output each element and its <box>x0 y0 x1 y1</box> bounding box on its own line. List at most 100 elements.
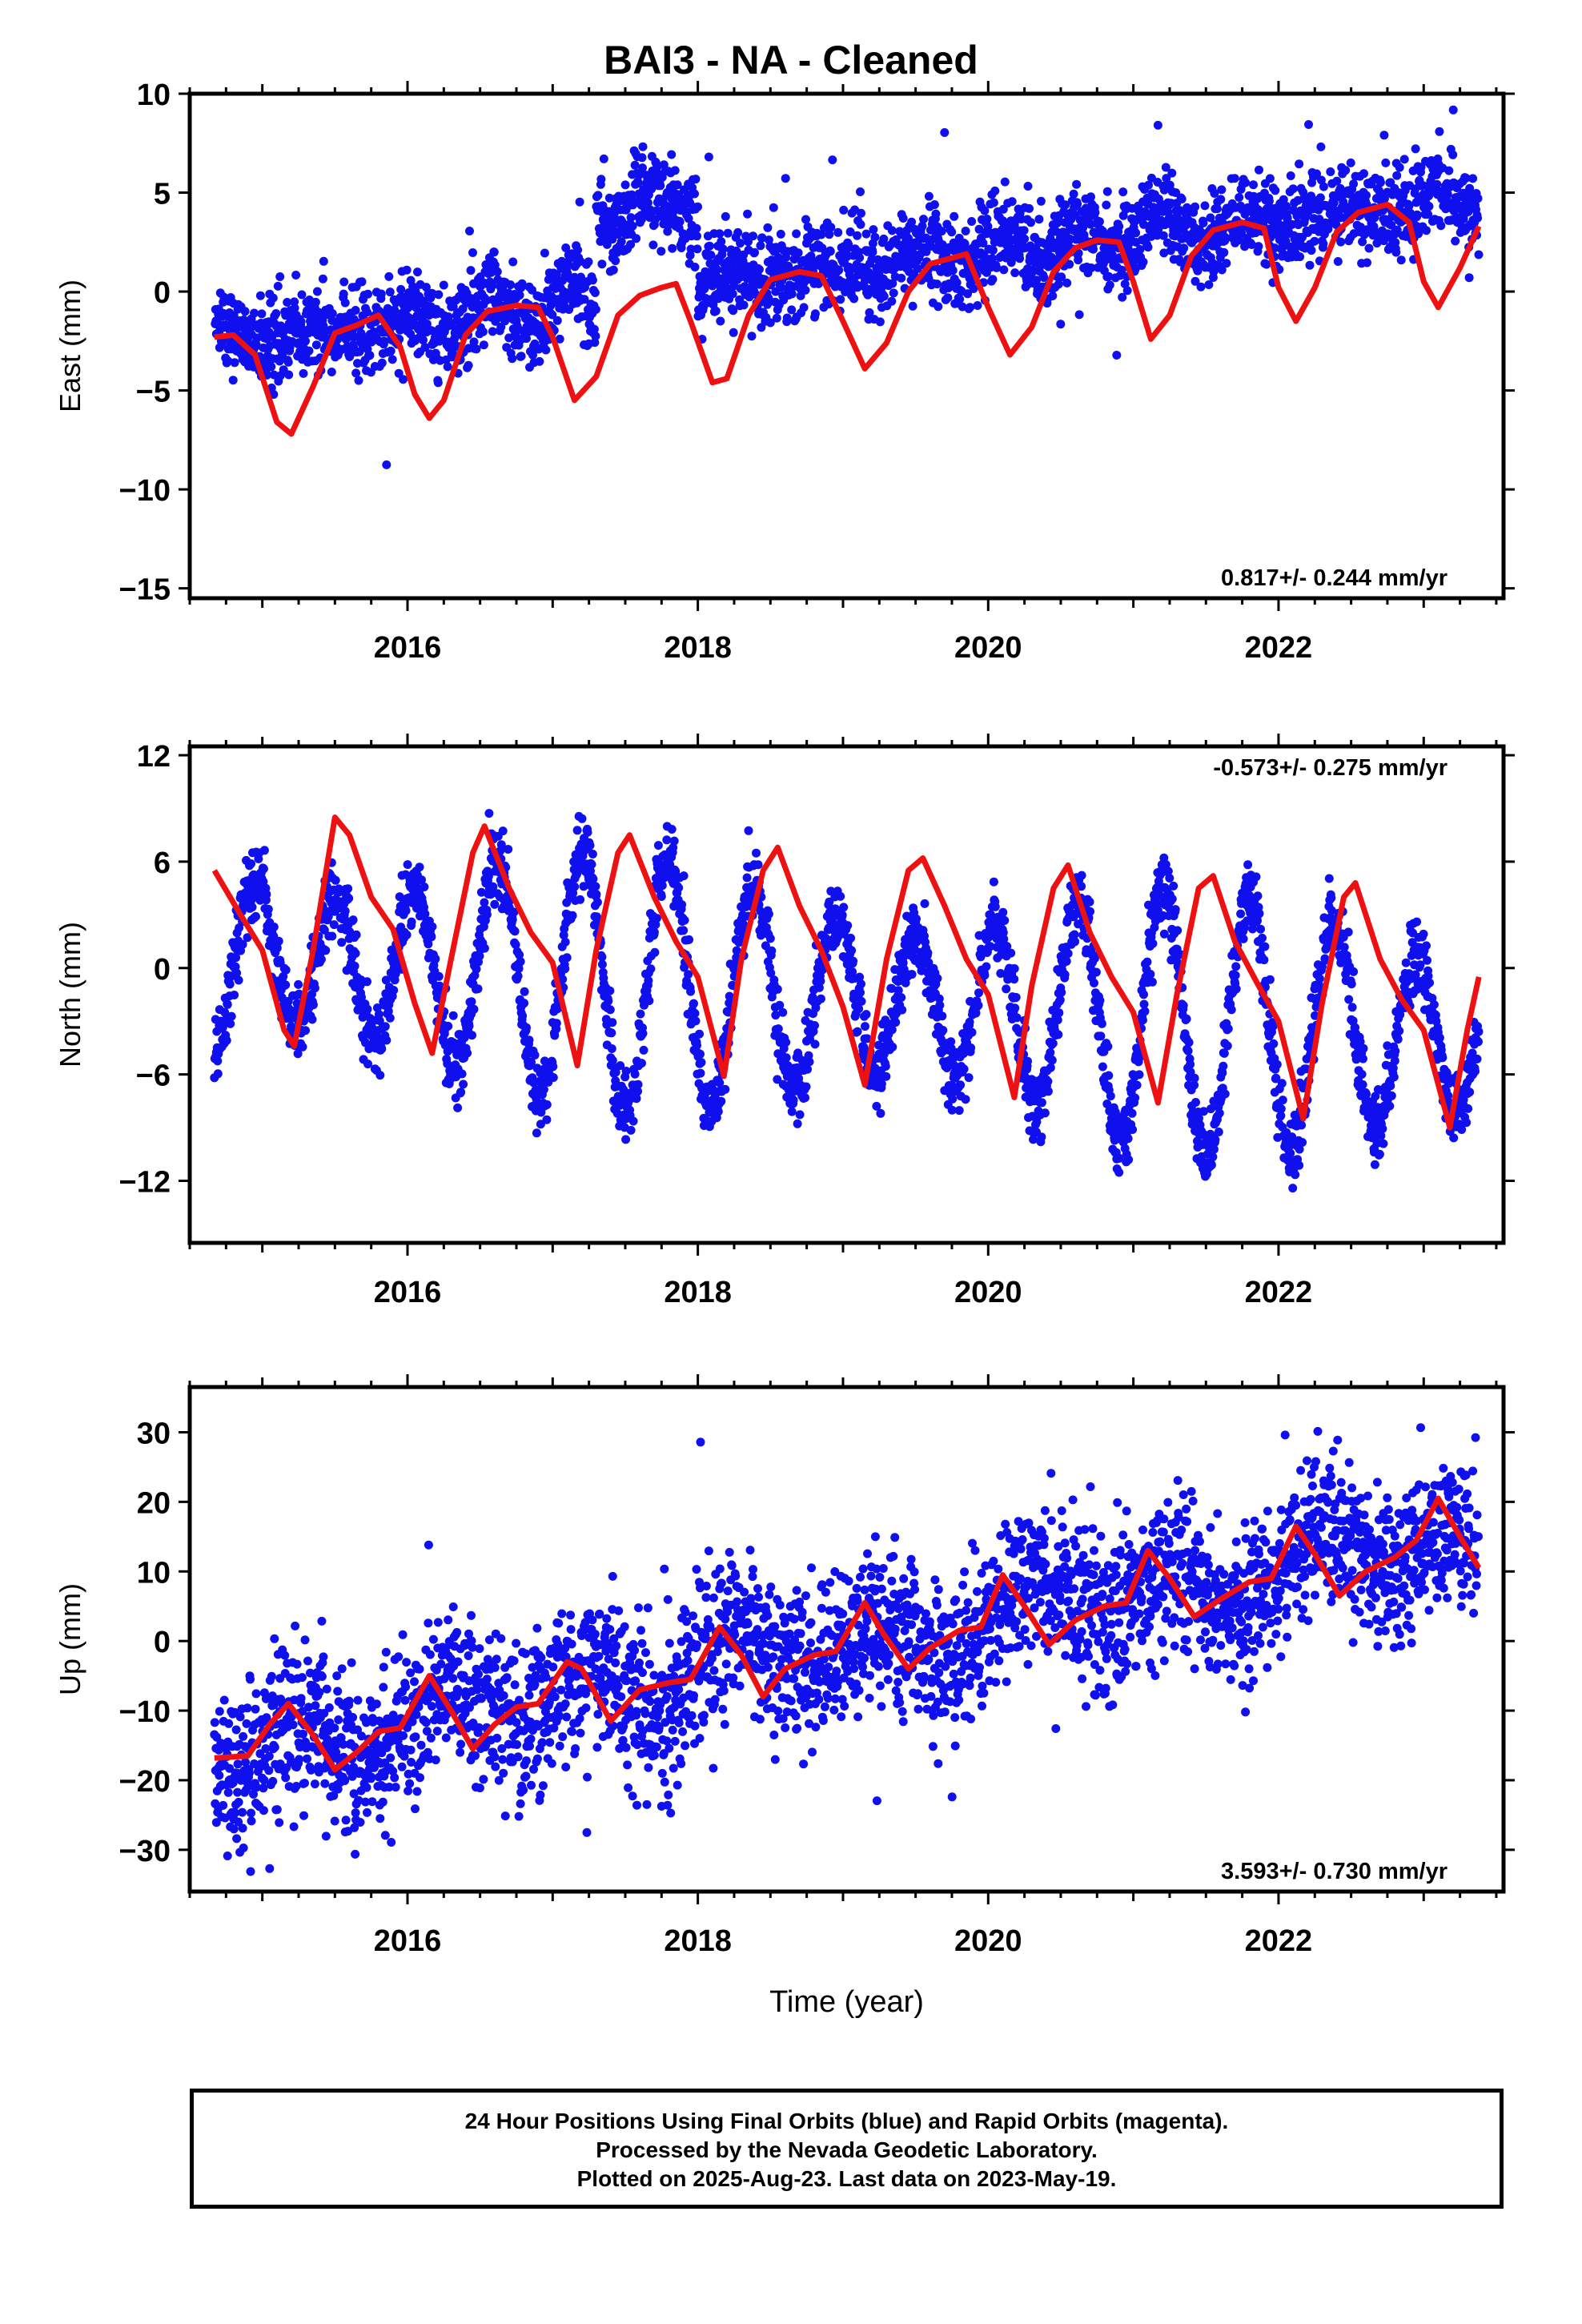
data-point <box>528 285 536 295</box>
data-point <box>718 244 728 254</box>
data-point <box>343 884 353 894</box>
data-point <box>920 899 930 908</box>
data-point <box>434 290 444 300</box>
data-point <box>956 1080 966 1090</box>
data-point <box>616 237 626 247</box>
data-point <box>782 313 792 323</box>
data-point <box>597 259 607 269</box>
data-point <box>652 914 661 923</box>
data-point <box>897 273 906 283</box>
data-point <box>310 983 319 993</box>
data-point <box>633 179 643 188</box>
data-point <box>717 1096 726 1106</box>
data-point <box>978 239 988 247</box>
data-point <box>855 253 865 263</box>
data-point <box>263 904 273 914</box>
data-point <box>535 356 544 366</box>
data-point <box>482 910 492 919</box>
data-point <box>801 1082 811 1092</box>
data-point <box>633 1080 643 1089</box>
data-point <box>520 987 529 996</box>
data-point <box>1305 260 1315 270</box>
data-point <box>517 279 527 288</box>
data-point <box>689 999 698 1008</box>
data-point <box>963 289 973 299</box>
data-point <box>552 1019 561 1028</box>
data-point <box>801 1093 809 1103</box>
y-tick-label: −15 <box>119 573 171 607</box>
data-point <box>379 336 389 346</box>
data-point <box>753 860 763 870</box>
data-point <box>795 1110 805 1120</box>
data-point <box>766 968 776 978</box>
data-point <box>293 1049 303 1059</box>
data-point <box>583 827 592 837</box>
data-point <box>1100 231 1110 240</box>
data-point <box>1315 193 1325 203</box>
data-point <box>403 860 412 870</box>
data-point <box>1404 201 1414 211</box>
data-point <box>1241 178 1251 187</box>
data-point <box>943 293 953 303</box>
data-point <box>247 859 255 868</box>
data-point <box>480 898 489 907</box>
data-point <box>469 1004 479 1014</box>
data-point <box>1255 165 1263 175</box>
data-point <box>348 915 358 925</box>
data-point <box>339 277 349 287</box>
data-point <box>854 1004 864 1014</box>
data-point <box>1396 255 1406 265</box>
data-point <box>955 295 965 304</box>
data-point <box>283 298 292 307</box>
data-point <box>452 316 462 325</box>
data-point <box>608 1018 617 1027</box>
data-point <box>223 356 233 366</box>
data-point <box>396 284 406 294</box>
data-point <box>1112 351 1122 360</box>
data-point <box>522 1023 531 1032</box>
data-point <box>907 970 917 979</box>
data-point <box>787 305 797 315</box>
data-point <box>764 235 773 245</box>
data-point <box>646 964 656 974</box>
data-point <box>1167 168 1177 178</box>
data-point <box>1159 248 1169 258</box>
data-point <box>1286 171 1295 180</box>
data-point <box>775 1000 785 1010</box>
data-point <box>1359 169 1368 179</box>
data-point <box>1010 268 1020 278</box>
data-point <box>542 1100 552 1109</box>
data-point <box>705 241 714 251</box>
data-point <box>311 340 321 350</box>
data-point <box>577 814 587 823</box>
data-point <box>670 166 680 175</box>
data-point <box>739 300 749 310</box>
data-point <box>377 358 387 368</box>
data-point <box>861 1022 869 1031</box>
data-point <box>856 187 865 196</box>
data-point <box>713 265 722 275</box>
data-point <box>1332 176 1342 186</box>
data-point <box>924 191 934 201</box>
x-tick-label: 2020 <box>954 631 1022 665</box>
data-point <box>1436 221 1446 231</box>
data-point <box>704 152 713 162</box>
data-point <box>377 1044 387 1054</box>
data-point <box>580 295 589 304</box>
data-point <box>298 1042 307 1051</box>
data-point <box>1104 271 1114 281</box>
data-point <box>304 346 314 356</box>
data-point <box>508 354 517 364</box>
data-point <box>1451 236 1460 246</box>
data-point <box>876 1108 885 1118</box>
data-point <box>1468 174 1478 183</box>
data-point <box>363 308 371 317</box>
data-point <box>749 231 757 241</box>
data-point <box>626 239 636 249</box>
data-point <box>1473 194 1483 203</box>
data-point <box>1379 131 1389 140</box>
data-point <box>950 211 959 221</box>
data-point <box>351 368 361 378</box>
x-tick-label: 2016 <box>374 631 442 665</box>
data-point <box>961 227 970 235</box>
